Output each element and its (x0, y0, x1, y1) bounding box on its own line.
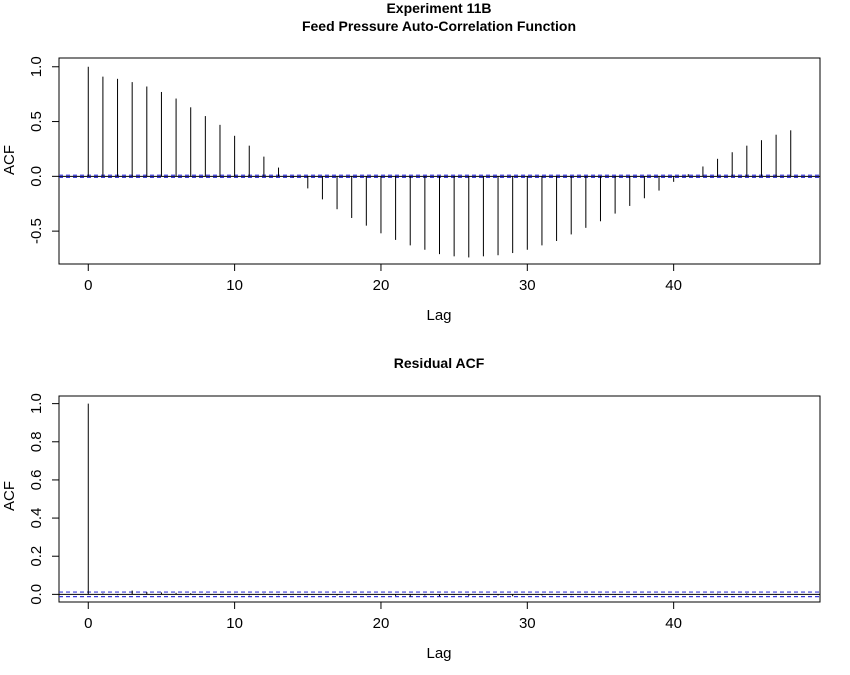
chart1-x-tick-label: 20 (373, 277, 390, 294)
chart1-x-tick-label: 40 (665, 277, 682, 294)
chart1-title-line2: Feed Pressure Auto-Correlation Function (302, 18, 576, 34)
chart2-x-tick-label: 0 (84, 615, 92, 632)
chart2-title: Residual ACF (394, 355, 485, 371)
chart1-y-tick-label: -0.5 (28, 218, 45, 244)
chart2-x-tick-label: 40 (665, 615, 682, 632)
chart1-x-tick-label: 0 (84, 277, 92, 294)
chart2-x-tick-label: 20 (373, 615, 390, 632)
chart2-x-tick-label: 10 (226, 615, 243, 632)
chart2-x-tick-label: 30 (519, 615, 536, 632)
chart2-x-axis-label: Lag (426, 645, 451, 662)
chart2-y-tick-label: 0.0 (28, 584, 45, 605)
chart2-y-tick-label: 0.8 (28, 431, 45, 452)
chart1-title-line1: Experiment 11B (386, 0, 491, 16)
chart1-plot-frame (58, 57, 821, 265)
chart1-y-tick-label: 0.0 (28, 166, 45, 187)
chart1-y-axis-label: ACF (1, 145, 18, 175)
chart1-acf-plot: 0 10 20 30 40 -0.5 0.0 0.5 1.0 (28, 56, 821, 294)
chart2-y-tick-label: 0.4 (28, 508, 45, 529)
chart1-x-axis-label: Lag (426, 307, 451, 324)
chart2-acf-plot: 0 10 20 30 40 0.0 0.2 0.4 0.6 0.8 1.0 (28, 393, 821, 632)
chart2-y-axis-label: ACF (1, 481, 18, 511)
chart2-plot-frame (58, 395, 821, 603)
chart1-y-tick-label: 0.5 (28, 111, 45, 132)
chart1-x-tick-label: 30 (519, 277, 536, 294)
chart1-x-tick-label: 10 (226, 277, 243, 294)
chart2-y-tick-label: 0.6 (28, 469, 45, 490)
chart1-y-tick-label: 1.0 (28, 56, 45, 77)
chart2-y-tick-label: 1.0 (28, 393, 45, 414)
chart2-y-tick-label: 0.2 (28, 546, 45, 567)
